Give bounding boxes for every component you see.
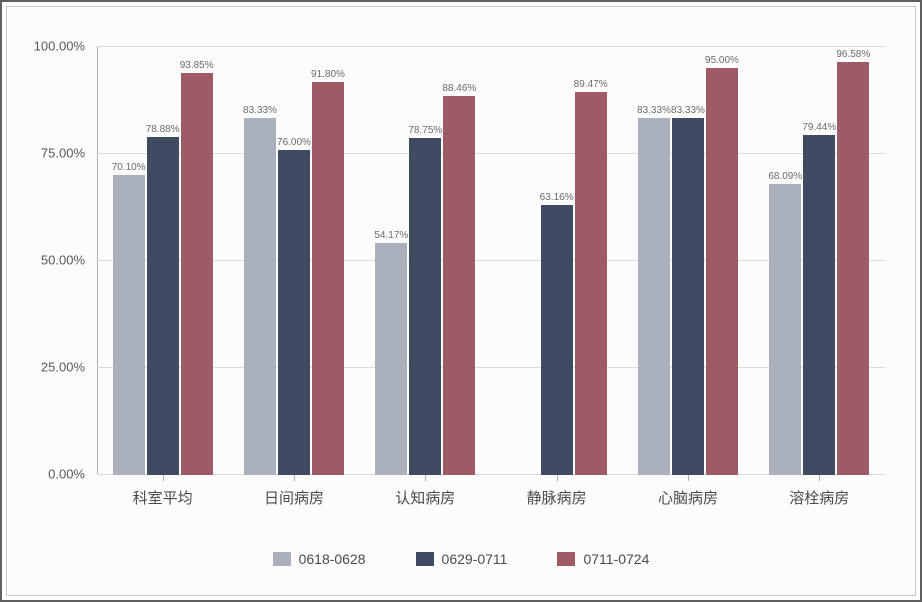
legend-swatch (416, 552, 434, 566)
y-tick-label: 25.00% (41, 360, 97, 375)
legend-label: 0629-0711 (442, 551, 508, 567)
bar-value-label: 88.46% (442, 83, 476, 94)
x-tick-mark (688, 475, 689, 481)
x-tick-label: 静脉病房 (527, 487, 587, 508)
x-tick-mark (163, 475, 164, 481)
bar: 88.46% (443, 96, 475, 475)
x-tick-label: 科室平均 (133, 487, 193, 508)
bar-rect (409, 138, 441, 475)
bar: 83.33% (244, 118, 276, 475)
x-tick-label: 日间病房 (264, 487, 324, 508)
bar-value-label: 93.85% (180, 60, 214, 71)
bar-rect (443, 96, 475, 475)
legend-swatch (273, 552, 291, 566)
bar-rect (375, 243, 407, 475)
bar: 95.00% (706, 68, 738, 475)
bar-rect (706, 68, 738, 475)
x-tick-label: 认知病房 (395, 487, 455, 508)
y-tick-label: 100.00% (34, 39, 97, 54)
bar-rect (181, 73, 213, 475)
bar: 76.00% (278, 150, 310, 475)
x-tick-mark (819, 475, 820, 481)
y-tick-label: 0.00% (48, 467, 97, 482)
legend-swatch (557, 552, 575, 566)
bars-container: 70.10%78.88%93.85%科室平均83.33%76.00%91.80%… (97, 47, 885, 475)
legend-item: 0711-0724 (557, 551, 649, 567)
legend-label: 0618-0628 (299, 551, 366, 567)
bar: 63.16% (541, 205, 573, 475)
bar-value-label: 79.44% (802, 122, 836, 133)
x-tick-mark (557, 475, 558, 481)
bar-value-label: 63.16% (540, 192, 574, 203)
bar-rect (672, 118, 704, 475)
bar-rect (244, 118, 276, 475)
bar-value-label: 95.00% (705, 55, 739, 66)
bar: 68.09% (769, 184, 801, 475)
bar-rect (769, 184, 801, 475)
bar-value-label: 91.80% (311, 69, 345, 80)
x-tick-mark (425, 475, 426, 481)
bar-rect (803, 135, 835, 475)
bar-value-label: 68.09% (768, 171, 802, 182)
bar: 78.88% (147, 137, 179, 475)
bar: 91.80% (312, 82, 344, 475)
category-group: 63.16%89.47%静脉病房 (491, 47, 622, 475)
category-group: 68.09%79.44%96.58%溶栓病房 (754, 47, 885, 475)
bar-rect (278, 150, 310, 475)
bar-value-label: 76.00% (277, 137, 311, 148)
bar-value-label: 83.33% (637, 105, 671, 116)
bar: 54.17% (375, 243, 407, 475)
bar: 78.75% (409, 138, 441, 475)
bar: 79.44% (803, 135, 835, 475)
bar: 89.47% (575, 92, 607, 475)
chart-frame: 0.00% 25.00% 50.00% 75.00% 100.00% 70.10… (6, 6, 916, 596)
legend-label: 0711-0724 (583, 551, 649, 567)
bar-value-label: 96.58% (836, 49, 870, 60)
y-tick-label: 50.00% (41, 253, 97, 268)
bar-value-label: 78.75% (408, 125, 442, 136)
legend: 0618-0628 0629-0711 0711-0724 (7, 551, 915, 567)
category-group: 70.10%78.88%93.85%科室平均 (97, 47, 228, 475)
y-tick-label: 75.00% (41, 146, 97, 161)
bar-rect (837, 62, 869, 475)
legend-item: 0618-0628 (273, 551, 366, 567)
bar-value-label: 54.17% (374, 230, 408, 241)
plot-area: 0.00% 25.00% 50.00% 75.00% 100.00% 70.10… (97, 47, 885, 475)
bar: 83.33% (672, 118, 704, 475)
bar: 96.58% (837, 62, 869, 475)
x-tick-label: 心脑病房 (658, 487, 718, 508)
category-group: 83.33%76.00%91.80%日间病房 (228, 47, 359, 475)
bar-rect (113, 175, 145, 475)
bar-value-label: 83.33% (671, 105, 705, 116)
bar-rect (312, 82, 344, 475)
bar-rect (147, 137, 179, 475)
category-group: 54.17%78.75%88.46%认知病房 (360, 47, 491, 475)
bar-rect (575, 92, 607, 475)
bar-rect (638, 118, 670, 475)
bar-value-label: 83.33% (243, 105, 277, 116)
bar-value-label: 70.10% (112, 162, 146, 173)
category-group: 83.33%83.33%95.00%心脑病房 (622, 47, 753, 475)
bar: 93.85% (181, 73, 213, 475)
x-tick-label: 溶栓病房 (789, 487, 849, 508)
bar-rect (541, 205, 573, 475)
legend-item: 0629-0711 (416, 551, 508, 567)
bar-value-label: 78.88% (146, 124, 180, 135)
x-tick-mark (294, 475, 295, 481)
bar-value-label: 89.47% (574, 79, 608, 90)
chart-outer-frame: 0.00% 25.00% 50.00% 75.00% 100.00% 70.10… (0, 0, 922, 602)
bar: 70.10% (113, 175, 145, 475)
bar: 83.33% (638, 118, 670, 475)
